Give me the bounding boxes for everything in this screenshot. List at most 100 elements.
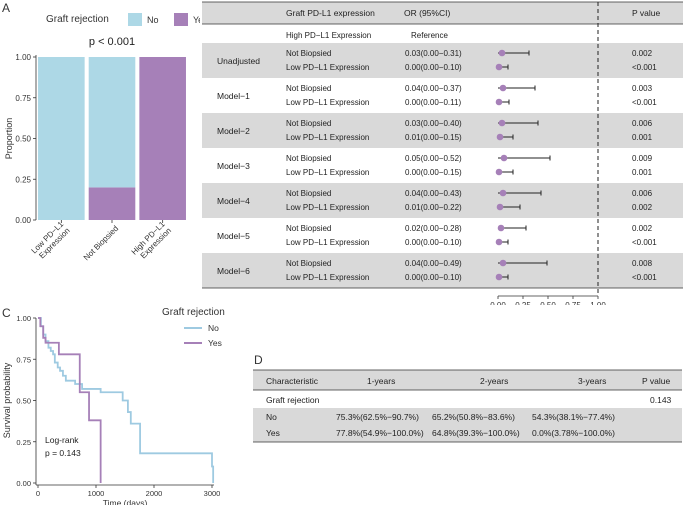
row-p-value: 0.006 — [632, 119, 653, 128]
y-axis-label: Survival probability — [2, 362, 12, 438]
row-or-text: 0.03(0.00−0.31) — [405, 49, 462, 58]
or-point — [499, 84, 507, 92]
log-rank-p-value: p = 0.143 — [45, 448, 81, 458]
y-axis-label: Proportion — [4, 118, 14, 160]
bar-no — [88, 57, 136, 188]
column-header: 2-years — [480, 376, 508, 386]
panel-b-forest-plot: Graft PD-L1 expression OR (95%CI) P value H… — [202, 1, 683, 305]
table-cell: No — [266, 412, 277, 422]
x-tick-label: 3000 — [204, 489, 221, 498]
bar-yes — [88, 187, 136, 220]
column-header: 1-years — [367, 376, 395, 386]
reference-label: High PD−L1 Expression — [286, 31, 371, 40]
panel-d-label: D — [254, 353, 263, 367]
row-label: Not Biopsied — [286, 84, 331, 93]
header-p-value: P value — [632, 8, 660, 18]
row-label: Low PD−L1 Expression — [286, 203, 369, 212]
bar-no — [38, 57, 85, 220]
group-name: Model−3 — [217, 161, 250, 171]
row-label: Not Biopsied — [286, 224, 331, 233]
x-tick-label: 2000 — [146, 489, 163, 498]
rows-background — [253, 408, 682, 442]
header-background — [202, 2, 683, 24]
group-band — [202, 43, 683, 78]
row-label: Not Biopsied — [286, 154, 331, 163]
or-point — [495, 63, 503, 71]
column-header: 3-years — [578, 376, 606, 386]
row-label: Not Biopsied — [286, 49, 331, 58]
y-tick-label: 0.00 — [15, 216, 31, 225]
panel-c-survival-chart: 0.00 0.25 0.50 0.75 1.00 0 1000 2000 3000 Time (d… — [2, 307, 225, 505]
row-label: Low PD−L1 Expression — [286, 133, 369, 142]
header-or: OR (95%CI) — [404, 8, 450, 18]
or-point — [498, 49, 506, 57]
x-tick-label: 1.00 — [590, 301, 606, 305]
group-name: Model−2 — [217, 126, 250, 136]
p-value-annotation: p < 0.001 — [89, 36, 135, 48]
y-tick-label: 1.00 — [16, 314, 31, 323]
group-name: Model−1 — [217, 91, 250, 101]
log-rank-label: Log-rank — [45, 435, 79, 445]
legend-title: Graft rejection — [46, 14, 109, 25]
legend-title: Graft rejection — [162, 307, 225, 318]
or-point — [497, 224, 505, 232]
group-name: Model−4 — [217, 196, 250, 206]
row-or-text: 0.05(0.00−0.52) — [405, 154, 462, 163]
group-name: Unadjusted — [217, 56, 260, 66]
row-label: Low PD−L1 Expression — [286, 273, 369, 282]
row-or-text: 0.00(0.00−0.10) — [405, 63, 462, 72]
group-band — [202, 183, 683, 218]
y-tick-label: 0.75 — [15, 94, 31, 103]
panel-c-label: C — [2, 306, 11, 320]
or-point — [496, 203, 504, 211]
survival-curve-no — [38, 317, 215, 483]
row-p-value: 0.001 — [632, 168, 653, 177]
x-tick-label: 0.25 — [515, 301, 531, 305]
table-cell: 65.2%(50.8%−83.6%) — [432, 412, 515, 422]
row-label: Low PD−L1 Expression — [286, 63, 369, 72]
table-cell: Graft rejection — [266, 395, 320, 405]
legend-label-no: No — [208, 323, 219, 333]
or-point — [495, 98, 503, 106]
group-name: Model−6 — [217, 266, 250, 276]
column-header: P value — [642, 376, 670, 386]
table-cell: 54.3%(38.1%−77.4%) — [532, 412, 615, 422]
x-tick-label: 0 — [36, 489, 40, 498]
or-point — [495, 168, 503, 176]
row-or-text: 0.04(0.00−0.49) — [405, 259, 462, 268]
row-or-text: 0.00(0.00−0.15) — [405, 168, 462, 177]
y-tick-label: 0.00 — [16, 479, 31, 488]
or-point — [495, 238, 503, 246]
row-or-text: 0.04(0.00−0.37) — [405, 84, 462, 93]
or-point — [499, 189, 507, 197]
row-label: Low PD−L1 Expression — [286, 98, 369, 107]
group-band — [202, 253, 683, 288]
table-cell: Yes — [266, 428, 280, 438]
x-tick-label: 0.75 — [565, 301, 581, 305]
x-tick-label: Low PD−L1Expression — [30, 219, 73, 262]
x-tick-label: 1000 — [88, 489, 105, 498]
or-point — [495, 273, 503, 281]
panel-d-survival-table: Characteristic 1-years 2-years 3-years P val… — [253, 369, 682, 391]
row-p-value: 0.006 — [632, 189, 653, 198]
table-cell: 77.8%(54.9%−100.0%) — [336, 428, 424, 438]
legend-label-yes: Yes — [193, 15, 200, 25]
row-label: Low PD−L1 Expression — [286, 238, 369, 247]
y-tick-label: 0.25 — [15, 175, 31, 184]
row-p-value: 0.001 — [632, 133, 653, 142]
row-p-value: 0.002 — [632, 224, 653, 233]
table-cell: 64.8%(39.3%−100.0%) — [432, 428, 520, 438]
row-or-text: 0.02(0.00−0.28) — [405, 224, 462, 233]
row-p-value: <0.001 — [632, 238, 657, 247]
column-header: Characteristic — [266, 376, 319, 386]
row-or-text: 0.01(0.00−0.15) — [405, 133, 462, 142]
x-tick-label: 0.00 — [490, 301, 506, 305]
row-or-text: 0.04(0.00−0.43) — [405, 189, 462, 198]
row-label: Not Biopsied — [286, 119, 331, 128]
row-p-value: 0.002 — [632, 203, 653, 212]
panel-d-table-body: Graft rejection 0.143 No 75.3%(62.5%−90.7%)… — [253, 395, 682, 443]
y-tick-label: 0.50 — [16, 397, 31, 406]
legend-key-yes — [174, 13, 188, 26]
x-tick-label: High PD−L1Expression — [130, 219, 174, 263]
row-or-text: 0.00(0.00−0.11) — [405, 98, 461, 107]
